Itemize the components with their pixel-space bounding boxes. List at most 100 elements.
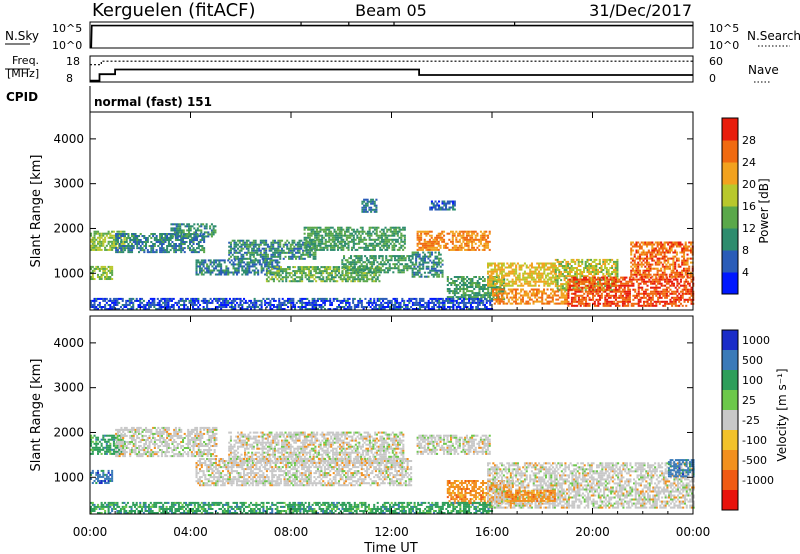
scatter-cell	[644, 253, 647, 256]
scatter-cell	[118, 234, 121, 237]
scatter-cell	[511, 282, 514, 285]
scatter-cell	[669, 278, 672, 281]
scatter-cell	[146, 251, 149, 254]
scatter-cell	[567, 286, 570, 289]
scatter-cell	[630, 278, 633, 281]
scatter-cell	[179, 225, 182, 228]
scatter-cell	[597, 298, 600, 301]
scatter-cell	[127, 243, 130, 246]
scatter-cell	[375, 242, 378, 245]
scatter-cell	[97, 236, 100, 239]
scatter-cell	[552, 282, 555, 285]
scatter-cell	[258, 263, 261, 266]
scatter-cell	[581, 298, 584, 301]
scatter-cell	[112, 246, 115, 249]
scatter-cell	[487, 266, 490, 269]
scatter-cell	[390, 257, 393, 260]
scatter-cell	[393, 244, 396, 247]
scatter-cell	[642, 249, 645, 252]
scatter-cell	[425, 234, 428, 237]
scatter-cell	[400, 240, 403, 243]
scatter-cell	[685, 284, 688, 287]
scatter-cell	[162, 249, 165, 252]
scatter-cell	[681, 261, 684, 264]
scatter-cell	[166, 247, 169, 250]
scatter-cell	[311, 274, 314, 277]
scatter-cell	[277, 249, 280, 252]
scatter-cell	[597, 300, 600, 303]
scatter-cell	[239, 263, 242, 266]
scatter-cell	[532, 266, 535, 269]
scatter-cell	[350, 265, 353, 268]
scatter-cell	[478, 278, 481, 281]
scatter-cell	[378, 280, 381, 283]
scatter-cell	[298, 249, 301, 252]
scatter-cell	[397, 265, 400, 268]
scatter-cell	[363, 230, 366, 233]
scatter-cell	[621, 282, 624, 285]
scatter-cell	[501, 262, 504, 265]
scatter-cell	[369, 266, 372, 269]
scatter-cell	[665, 263, 668, 266]
scatter-cell	[303, 226, 306, 229]
scatter-cell	[503, 298, 506, 301]
scatter-cell	[352, 234, 355, 237]
scatter-cell	[577, 269, 580, 272]
scatter-cell	[478, 288, 481, 291]
scatter-cell	[455, 296, 458, 299]
scatter-cell	[234, 271, 237, 274]
scatter-cell	[141, 247, 144, 250]
scatter-cell	[670, 271, 673, 274]
scatter-cell	[356, 236, 359, 239]
scatter-cell	[452, 280, 455, 283]
scatter-cell	[660, 261, 663, 264]
scatter-cell	[237, 257, 240, 260]
scatter-cell	[263, 243, 266, 246]
scatter-cell	[95, 232, 98, 235]
scatter-cell	[305, 246, 308, 249]
scatter-cell	[593, 271, 596, 274]
scatter-cell	[418, 248, 421, 251]
scatter-cell	[415, 255, 418, 258]
scatter-cell	[159, 243, 162, 246]
scatter-cell	[132, 241, 135, 244]
scatter-cell	[303, 238, 306, 241]
scatter-cell	[581, 296, 584, 299]
scatter-cell	[148, 235, 151, 238]
scatter-cell	[383, 271, 386, 274]
scatter-cell	[372, 259, 375, 262]
scatter-cell	[95, 267, 98, 270]
scatter-cell	[511, 268, 514, 271]
scatter-cell	[177, 227, 180, 230]
scatter-cell	[112, 240, 115, 243]
scatter-cell	[684, 243, 687, 246]
scatter-cell	[593, 260, 596, 263]
scatter-cell	[467, 246, 470, 249]
scatter-cell	[667, 294, 670, 297]
scatter-cell	[301, 272, 304, 275]
scatter-cell	[581, 258, 584, 261]
scatter-cell	[642, 271, 645, 274]
scatter-cell	[487, 290, 490, 293]
scatter-cell	[597, 283, 600, 286]
scatter-cell	[541, 290, 544, 293]
scatter-cell	[269, 266, 272, 269]
scatter-cell	[228, 261, 231, 264]
scatter-cell	[577, 278, 580, 281]
scatter-cell	[312, 246, 315, 249]
scatter-cell	[109, 244, 112, 247]
scatter-cell	[263, 249, 266, 252]
scatter-cell	[515, 282, 518, 285]
scatter-cell	[372, 261, 375, 264]
scatter-cell	[91, 242, 94, 245]
scatter-cell	[488, 248, 491, 251]
scatter-cell	[593, 265, 596, 268]
scatter-cell	[324, 244, 327, 247]
scatter-cell	[186, 223, 189, 226]
scatter-cell	[655, 288, 658, 291]
scatter-cell	[574, 282, 577, 285]
scatter-cell	[630, 273, 633, 276]
scatter-cell	[570, 269, 573, 272]
scatter-cell	[359, 226, 362, 229]
scatter-cell	[646, 259, 649, 262]
